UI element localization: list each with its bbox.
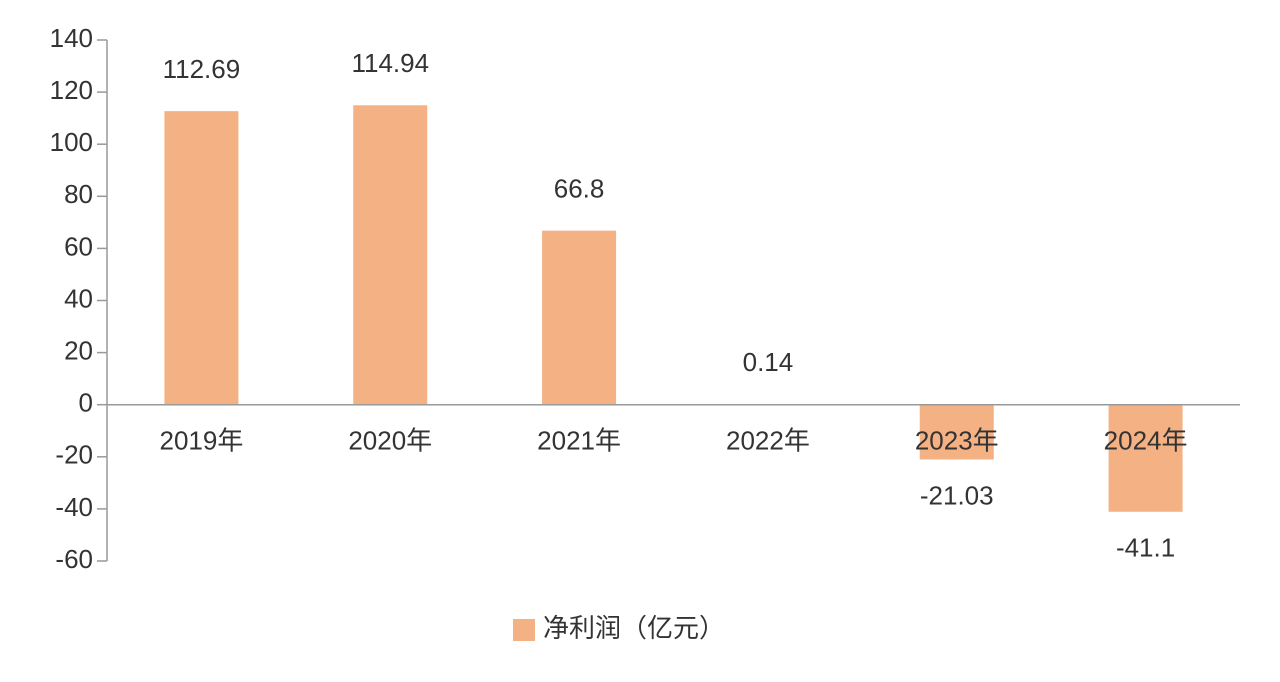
- x-tick-label: 2024年: [1104, 426, 1188, 456]
- x-tick-label: 2022年: [726, 426, 810, 456]
- y-tick-label: -40: [55, 492, 93, 522]
- y-tick-label: -20: [55, 440, 93, 470]
- y-tick-label: -60: [55, 544, 93, 574]
- bar: [1108, 404, 1183, 512]
- x-tick-label: 2020年: [348, 426, 432, 456]
- data-label: 112.69: [163, 54, 241, 84]
- legend-swatch: [513, 619, 535, 641]
- y-tick-label: 40: [64, 283, 93, 313]
- y-tick-label: 100: [50, 127, 93, 157]
- y-tick-label: 120: [50, 75, 93, 105]
- y-tick-label: 80: [64, 179, 93, 209]
- bar: [542, 230, 617, 405]
- y-tick-label: 0: [79, 388, 93, 418]
- data-label: 114.94: [351, 48, 429, 78]
- data-label: -21.03: [920, 480, 994, 510]
- x-tick-label: 2019年: [159, 426, 243, 456]
- y-tick-label: 60: [64, 231, 93, 261]
- bar: [919, 404, 994, 460]
- data-label: -41.1: [1116, 533, 1175, 563]
- data-label: 66.8: [554, 174, 605, 204]
- bar: [353, 105, 428, 405]
- x-tick-label: 2021年: [537, 426, 621, 456]
- data-label: 0.14: [743, 347, 794, 377]
- y-tick-label: 140: [50, 23, 93, 53]
- bar: [164, 111, 239, 405]
- legend-label: 净利润（亿元）: [543, 613, 725, 643]
- y-tick-label: 20: [64, 335, 93, 365]
- x-tick-label: 2023年: [915, 426, 999, 456]
